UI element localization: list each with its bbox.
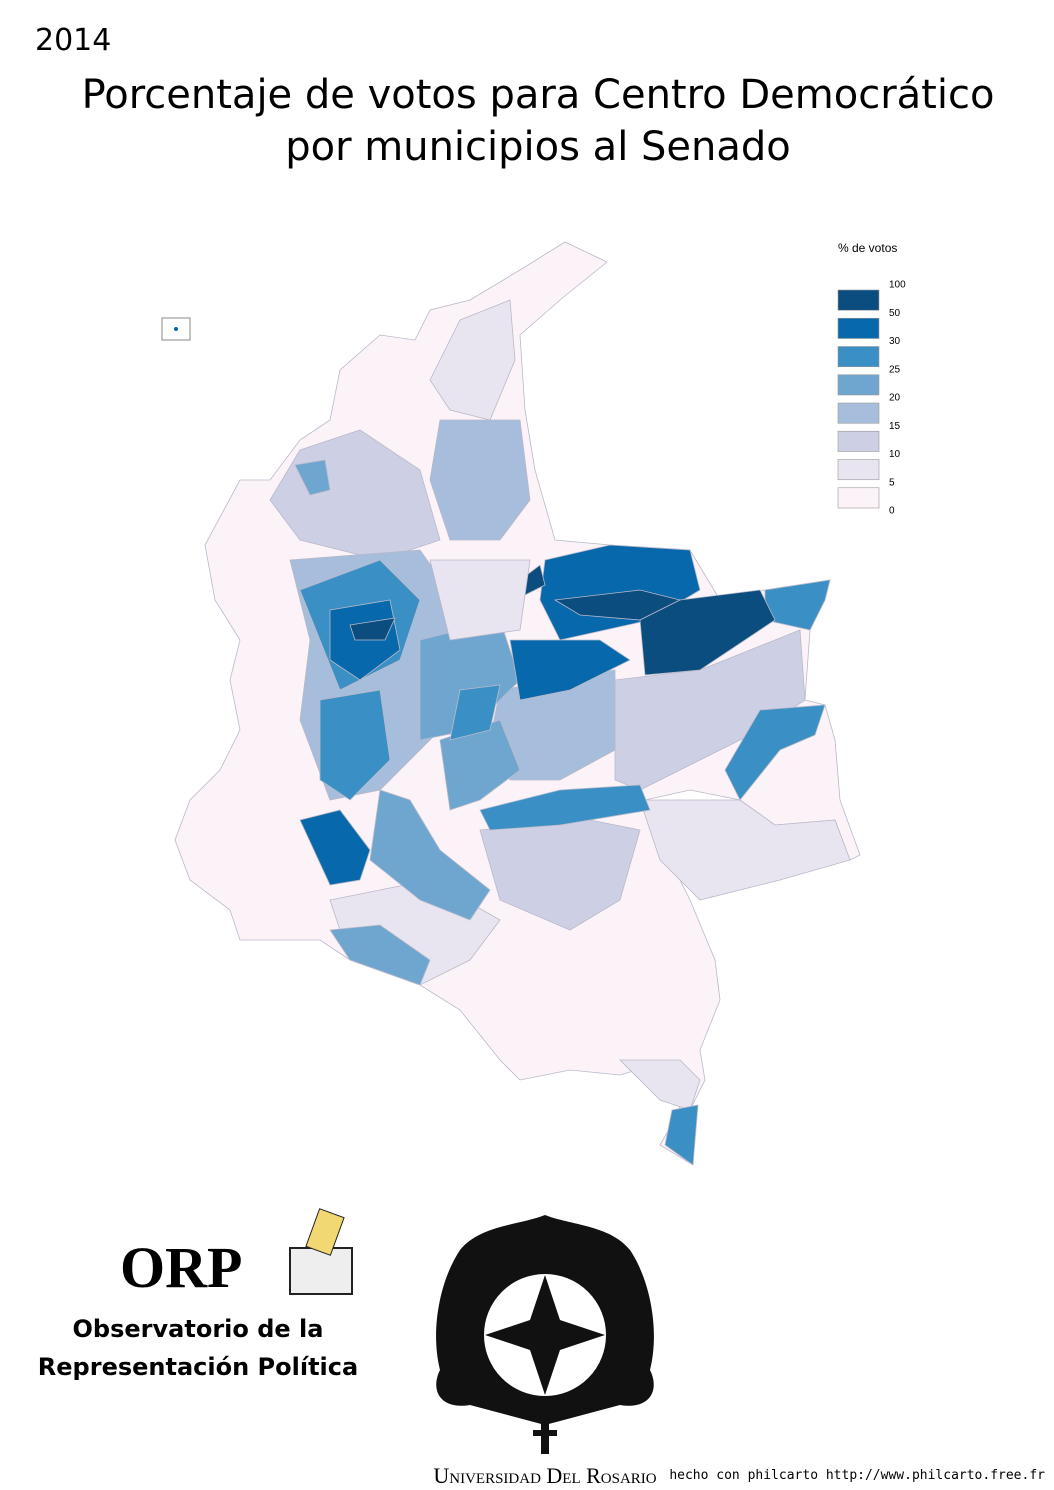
legend-break: 25 xyxy=(889,364,901,375)
inset-island xyxy=(174,327,178,331)
region xyxy=(294,459,331,496)
legend-title: % de votos xyxy=(838,241,897,255)
university-crest: Universidad Del Rosario xyxy=(433,1215,657,1488)
ballot xyxy=(305,1208,345,1256)
map xyxy=(174,241,861,1166)
region xyxy=(349,617,396,641)
region xyxy=(299,809,371,886)
legend-break: 10 xyxy=(889,449,901,460)
legend-swatch xyxy=(837,487,880,509)
region xyxy=(369,789,491,921)
crest-cross xyxy=(485,1275,605,1395)
ballot-box xyxy=(289,1247,353,1295)
orp-name: Representación Política xyxy=(38,1353,358,1381)
title-line: por municipios al Senado xyxy=(285,124,791,170)
orp-acronym: ORP xyxy=(120,1235,242,1300)
legend-break: 15 xyxy=(889,421,901,432)
legend-swatch xyxy=(837,374,880,396)
footer: hecho con philcarto http://www.philcarto… xyxy=(669,1468,1045,1483)
region xyxy=(619,1059,701,1111)
orp-name: Observatorio de la xyxy=(73,1315,324,1343)
year: 2014 xyxy=(35,23,111,58)
legend-swatch xyxy=(837,430,880,452)
legend-swatch xyxy=(837,317,880,339)
region xyxy=(429,419,531,541)
region xyxy=(764,579,831,631)
region xyxy=(639,589,776,676)
region xyxy=(724,704,826,801)
legend-break: 100 xyxy=(889,280,906,291)
legend-break: 0 xyxy=(889,506,895,517)
orp-logo: ORP Observatorio de la Representación Po… xyxy=(38,1208,358,1381)
region xyxy=(329,924,431,986)
crest-stem xyxy=(541,1420,549,1454)
region xyxy=(639,799,851,901)
region xyxy=(479,784,651,831)
region xyxy=(664,1104,699,1166)
region xyxy=(319,689,391,801)
legend-break: 5 xyxy=(889,477,895,488)
region xyxy=(449,684,501,741)
legend-swatch xyxy=(837,402,880,424)
title-line: Porcentaje de votos para Centro Democrát… xyxy=(82,72,995,118)
university-name: Universidad Del Rosario xyxy=(433,1463,656,1488)
crest-bar xyxy=(533,1430,557,1436)
region xyxy=(509,639,631,701)
legend-break: 30 xyxy=(889,336,901,347)
legend-swatch xyxy=(837,289,880,311)
region xyxy=(429,559,531,641)
legend-break: 20 xyxy=(889,393,901,404)
legend-break: 50 xyxy=(889,308,901,319)
legend-swatch xyxy=(837,459,880,481)
legend-swatch xyxy=(837,346,880,368)
